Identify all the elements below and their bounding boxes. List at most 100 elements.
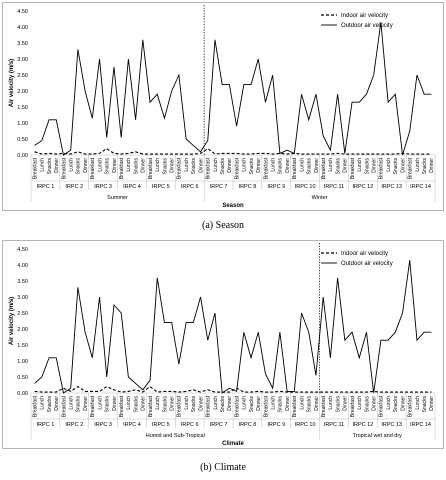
climate-chart: 0.00 0.50 1.00 1.50 2.00 2.50 3.00 3.50 4.00 4.50…: [9, 243, 436, 447]
irpc-label: IRPC 2: [65, 422, 83, 428]
y-tick-label: 3.50: [17, 279, 28, 285]
irpc-label: IRPC 8: [239, 422, 257, 428]
x-tick-label: Dinner: [371, 396, 377, 411]
irpc-label: IRPC 7: [210, 184, 228, 190]
x-tick-label: Dinner: [400, 396, 406, 411]
x-tick-label: Breakfast: [32, 157, 38, 179]
x-tick-label: Snacks: [220, 396, 226, 413]
season-chart: 0.00 0.50 1.00 1.50 2.00 2.50 3.00 3.50 4.00 4.50…: [9, 5, 436, 209]
x-tick-label: Dinner: [198, 158, 204, 173]
x-tick-label: Snacks: [249, 158, 255, 175]
irpc-label: IRPC 2: [65, 184, 83, 190]
x-tick-label: Lunch: [357, 396, 363, 410]
x-tick-label: Dinner: [429, 396, 435, 411]
x-tick-label: Dinner: [256, 158, 262, 173]
x-tick-label: Lunch: [213, 396, 219, 410]
chart-panel-climate: 0.00 0.50 1.00 1.50 2.00 2.50 3.00 3.50 4.00 4.50…: [2, 240, 444, 449]
y-tick-label: 2.00: [17, 89, 28, 95]
x-tick-label: Lunch: [242, 158, 248, 172]
y-tick-label: 1.50: [17, 105, 28, 111]
y-tick-label: 0.50: [17, 375, 28, 381]
x-tick-label: Lunch: [386, 158, 392, 172]
y-axis-label: Air velocity (m/s): [9, 59, 15, 107]
x-tick-label: Snacks: [422, 158, 428, 175]
x-tick-label: Breakfast: [148, 395, 154, 417]
irpc-label: IRPC 6: [181, 184, 199, 190]
caption-season: (a) Season: [202, 220, 244, 231]
y-tick-label: 1.00: [17, 359, 28, 365]
x-tick-label: Lunch: [68, 396, 74, 410]
x-tick-label: Lunch: [68, 158, 74, 172]
x-tick-label: Snacks: [393, 158, 399, 175]
y-tick-label: 3.00: [17, 295, 28, 301]
x-tick-label: Breakfast: [379, 395, 385, 417]
y-tick-label: 4.50: [17, 9, 28, 15]
x-tick-label: Lunch: [97, 158, 103, 172]
irpc-label: IRPC 13: [381, 184, 402, 190]
x-tick-label: Snacks: [364, 396, 370, 413]
y-tick-label: 2.50: [17, 311, 28, 317]
x-tick-label: Lunch: [184, 396, 190, 410]
irpc-label: IRPC 3: [94, 422, 112, 428]
x-tick-label: Breakfast: [206, 157, 212, 179]
x-tick-label: Snacks: [364, 158, 370, 175]
legend-label: Outdoor air velocity: [341, 23, 393, 29]
irpc-label: IRPC 8: [239, 184, 257, 190]
x-tick-label: Breakfast: [234, 157, 240, 179]
x-tick-label: Lunch: [386, 396, 392, 410]
x-tick-label: Lunch: [328, 396, 334, 410]
irpc-label: IRPC 4: [123, 184, 141, 190]
x-tick-label: Breakfast: [263, 395, 269, 417]
irpc-label: IRPC 5: [152, 184, 170, 190]
x-tick-label: Dinner: [343, 158, 349, 173]
x-tick-label: Dinner: [169, 396, 175, 411]
x-tick-label: Dinner: [54, 396, 60, 411]
x-tick-label: Dinner: [83, 396, 89, 411]
x-tick-label: Lunch: [328, 158, 334, 172]
irpc-label: IRPC 1: [37, 422, 55, 428]
y-tick-label: 1.50: [17, 343, 28, 349]
series-line-outdoor: [34, 260, 432, 394]
group-label: Winter: [312, 195, 328, 201]
legend-label: Outdoor air velocity: [341, 261, 393, 267]
x-axis-label: Season: [222, 203, 244, 209]
x-tick-label: Breakfast: [61, 157, 67, 179]
irpc-label: IRPC 10: [295, 422, 316, 428]
x-tick-label: Lunch: [415, 396, 421, 410]
x-tick-label: Lunch: [155, 396, 161, 410]
x-tick-label: Dinner: [83, 158, 89, 173]
irpc-label: IRPC 6: [181, 422, 199, 428]
x-tick-label: Snacks: [133, 158, 139, 175]
x-tick-label: Dinner: [400, 158, 406, 173]
x-tick-label: Snacks: [278, 396, 284, 413]
x-tick-label: Breakfast: [90, 157, 96, 179]
x-tick-label: Snacks: [162, 158, 168, 175]
x-tick-label: Snacks: [335, 396, 341, 413]
x-tick-label: Breakfast: [350, 157, 356, 179]
irpc-label: IRPC 4: [123, 422, 141, 428]
legend-label: Indoor air velocity: [341, 13, 388, 19]
series-line-indoor: [34, 147, 432, 155]
x-tick-label: Dinner: [141, 396, 147, 411]
y-tick-label: 3.00: [17, 57, 28, 63]
x-tick-label: Lunch: [155, 158, 161, 172]
x-tick-label: Snacks: [76, 158, 82, 175]
x-tick-label: Breakfast: [292, 157, 298, 179]
x-tick-label: Snacks: [422, 396, 428, 413]
x-tick-label: Breakfast: [379, 157, 385, 179]
irpc-label: IRPC 1: [37, 184, 55, 190]
series-line-outdoor: [34, 22, 432, 156]
x-tick-label: Lunch: [40, 158, 46, 172]
irpc-label: IRPC 14: [410, 184, 431, 190]
group-label: Summer: [107, 195, 128, 201]
x-tick-label: Dinner: [227, 396, 233, 411]
x-tick-label: Snacks: [47, 158, 53, 175]
x-tick-label: Breakfast: [234, 395, 240, 417]
x-tick-label: Lunch: [242, 396, 248, 410]
x-tick-label: Breakfast: [321, 395, 327, 417]
x-tick-label: Lunch: [40, 396, 46, 410]
x-tick-label: Snacks: [220, 158, 226, 175]
x-tick-label: Dinner: [227, 158, 233, 173]
irpc-label: IRPC 3: [94, 184, 112, 190]
group-label: Tropical wet and dry: [353, 433, 403, 439]
